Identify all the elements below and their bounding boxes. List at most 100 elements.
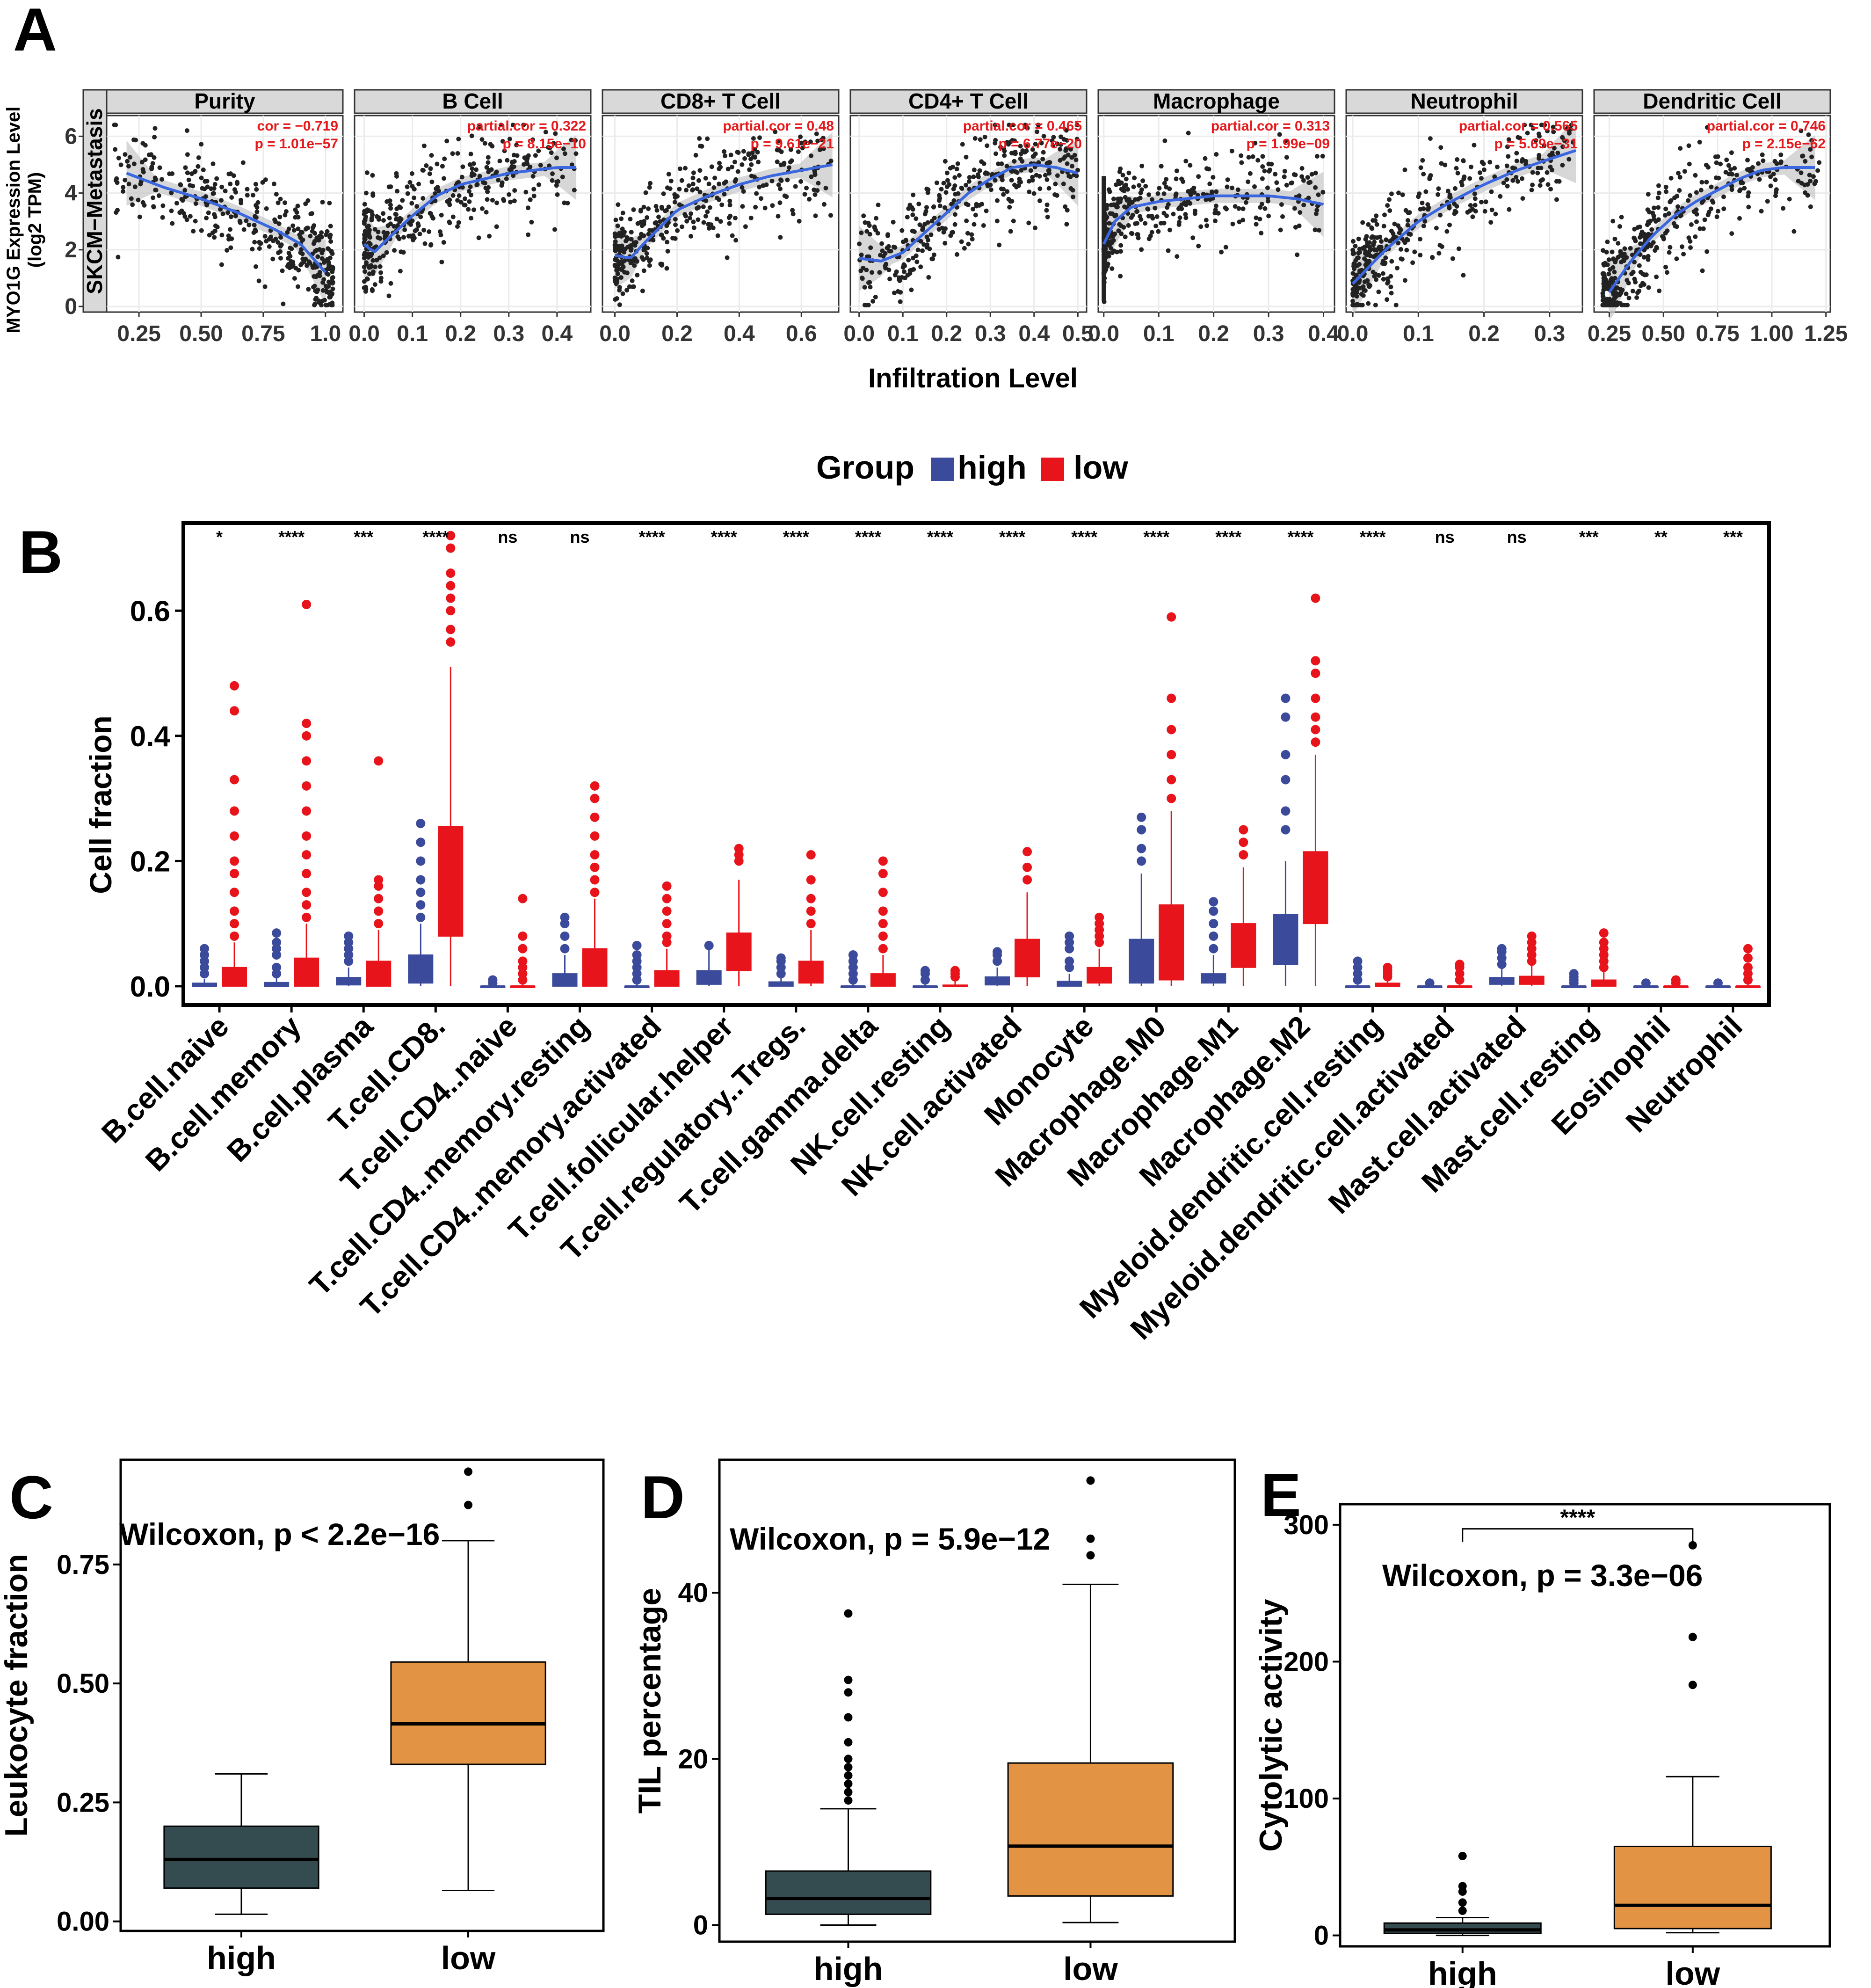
panel-b: B Group high low Cell fraction 0.00.20.4… xyxy=(19,449,1771,1346)
scatter-point xyxy=(641,233,646,238)
x-tick-label: 0.50 xyxy=(1642,321,1685,346)
scatter-point xyxy=(438,233,443,238)
scatter-point xyxy=(1601,294,1606,299)
scatter-point xyxy=(1479,160,1485,165)
scatter-point xyxy=(279,242,284,247)
x-tick-label: 0.3 xyxy=(493,321,524,346)
scatter-point xyxy=(310,229,315,234)
scatter-point xyxy=(1410,260,1415,265)
scatter-point xyxy=(931,204,936,210)
x-tick-label: 0.4 xyxy=(1308,321,1339,346)
scatter-point xyxy=(1369,235,1374,240)
scatter-point xyxy=(1675,204,1680,209)
scatter-point xyxy=(422,241,428,246)
scatter-point xyxy=(788,147,793,152)
scatter-point xyxy=(1018,144,1023,149)
scatter-point xyxy=(701,204,706,209)
scatter-point xyxy=(1159,164,1164,169)
scatter-point xyxy=(1620,287,1625,292)
scatter-point xyxy=(1126,170,1131,175)
significance-label: **** xyxy=(927,527,953,546)
scatter-point xyxy=(212,235,217,240)
scatter-point xyxy=(994,151,998,156)
scatter-point xyxy=(914,216,919,221)
scatter-point xyxy=(254,205,260,210)
outlier-point xyxy=(1743,953,1753,963)
scatter-point xyxy=(149,152,154,157)
scatter-point xyxy=(917,222,922,227)
scatter-point xyxy=(1309,172,1314,177)
significance-label: **** xyxy=(1215,527,1241,546)
scatter-point xyxy=(410,218,415,223)
scatter-point xyxy=(755,150,760,155)
scatter-point xyxy=(1103,226,1108,231)
scatter-point xyxy=(1507,207,1512,212)
scatter-point xyxy=(1635,290,1640,295)
box-low-Mast.cell.resting xyxy=(1591,928,1617,987)
scatter-point xyxy=(1686,235,1691,240)
scatter-point xyxy=(1364,243,1370,248)
scatter-point xyxy=(565,201,570,206)
scatter-point xyxy=(312,284,317,289)
scatter-point xyxy=(945,178,950,183)
scatter-point xyxy=(210,191,216,196)
box-low-B.cell.memory xyxy=(294,599,319,987)
scatter-point xyxy=(549,150,554,155)
scatter-point xyxy=(1305,175,1310,180)
scatter-point xyxy=(456,137,461,142)
scatter-point xyxy=(247,222,252,227)
scatter-point xyxy=(1179,202,1184,207)
scatter-point xyxy=(1149,230,1154,235)
scatter-point xyxy=(623,247,627,252)
box xyxy=(408,954,434,984)
scatter-point xyxy=(1167,186,1172,191)
scatter-point xyxy=(1138,190,1143,196)
scatter-point xyxy=(233,213,238,218)
scatter-point xyxy=(769,178,775,183)
x-category-label: low xyxy=(1666,1955,1720,1988)
outlier-point xyxy=(590,888,600,897)
scatter-point xyxy=(1539,123,1544,128)
scatter-point xyxy=(920,248,925,253)
scatter-point xyxy=(1400,192,1405,197)
scatter-point xyxy=(999,186,1004,191)
scatter-point xyxy=(469,216,474,221)
scatter-point xyxy=(883,251,888,256)
scatter-point xyxy=(368,242,373,247)
scatter-point xyxy=(429,214,435,219)
scatter-point xyxy=(1447,222,1452,227)
scatter-point xyxy=(1155,191,1160,196)
scatter-point xyxy=(699,144,704,149)
outlier-point xyxy=(1281,775,1291,785)
scatter-point xyxy=(1282,168,1287,174)
scatter-point xyxy=(918,239,923,244)
scatter-point xyxy=(1675,194,1680,199)
scatter-point xyxy=(1656,183,1661,188)
scatter-point xyxy=(450,214,456,219)
scatter-point xyxy=(1066,153,1071,158)
scatter-point xyxy=(179,208,184,213)
scatter-point xyxy=(647,258,652,263)
outlier-point xyxy=(1311,725,1320,735)
scatter-point xyxy=(1360,303,1365,307)
scatter-point xyxy=(684,218,689,224)
scatter-point xyxy=(1560,144,1566,149)
scatter-point xyxy=(129,196,134,201)
scatter-point xyxy=(817,147,822,153)
scatter-point xyxy=(719,202,725,207)
x-tick-label: 0.1 xyxy=(1143,321,1175,346)
scatter-point xyxy=(1548,187,1553,192)
scatter-point xyxy=(1604,249,1609,255)
scatter-point xyxy=(126,164,131,169)
box-low xyxy=(390,1467,546,1892)
outlier-point xyxy=(374,894,384,903)
outlier-point xyxy=(374,919,384,929)
scatter-point xyxy=(1278,227,1283,233)
scatter-point xyxy=(399,217,404,222)
scatter-point xyxy=(675,194,680,199)
scatter-point xyxy=(985,143,990,148)
x-tick-label: 0.2 xyxy=(661,321,693,346)
scatter-point xyxy=(201,167,206,172)
x-category-label: high xyxy=(814,1951,883,1987)
scatter-point xyxy=(1188,192,1193,197)
